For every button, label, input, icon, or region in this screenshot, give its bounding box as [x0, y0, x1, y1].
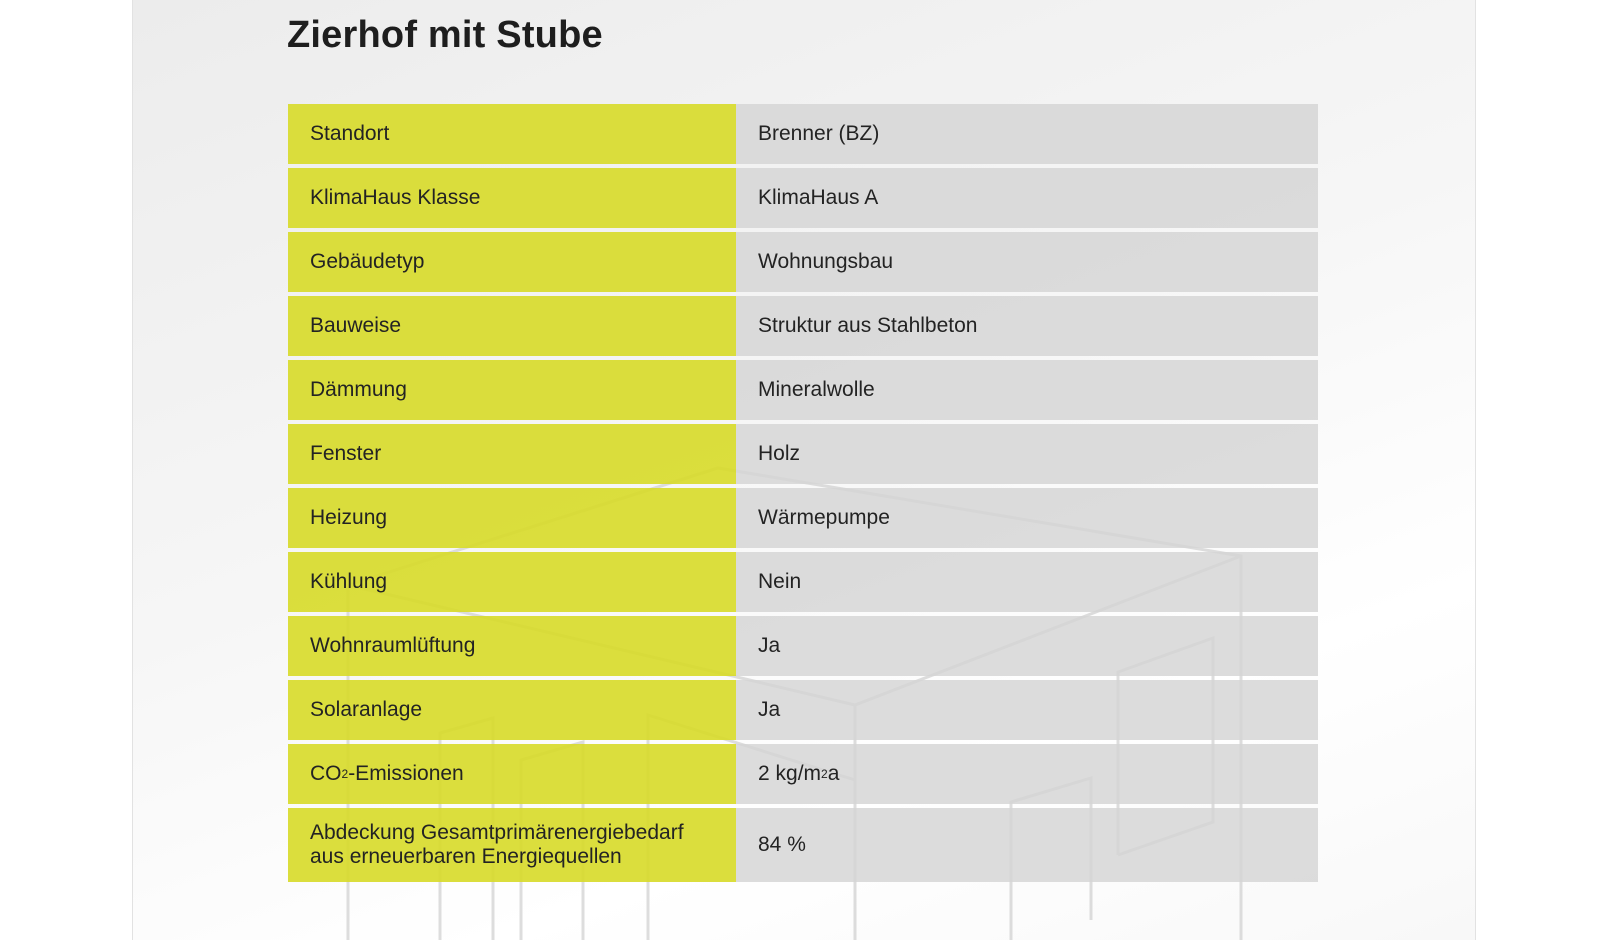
- table-row: CO 2 -Emissionen 2 kg/m 2 a: [288, 744, 1318, 804]
- page: Zierhof mit Stube Standort Brenner (BZ) …: [132, 0, 1476, 940]
- info-table: Standort Brenner (BZ) KlimaHaus Klasse K…: [288, 104, 1318, 886]
- label-suffix: -Emissionen: [348, 762, 464, 785]
- table-row: Standort Brenner (BZ): [288, 104, 1318, 164]
- row-value: Brenner (BZ): [736, 104, 1318, 164]
- row-label: Solaranlage: [288, 680, 736, 740]
- row-value-co2: 2 kg/m 2 a: [736, 744, 1318, 804]
- row-label: Bauweise: [288, 296, 736, 356]
- row-value: Ja: [736, 616, 1318, 676]
- table-row: Dämmung Mineralwolle: [288, 360, 1318, 420]
- row-label: Abdeckung Gesamtprimärenergiebedarf aus …: [288, 808, 736, 882]
- row-value: Struktur aus Stahlbeton: [736, 296, 1318, 356]
- row-label: Kühlung: [288, 552, 736, 612]
- table-row: Heizung Wärmepumpe: [288, 488, 1318, 548]
- row-value: Nein: [736, 552, 1318, 612]
- row-label: Wohnraumlüftung: [288, 616, 736, 676]
- table-row: Wohnraumlüftung Ja: [288, 616, 1318, 676]
- row-value: Mineralwolle: [736, 360, 1318, 420]
- row-label: Standort: [288, 104, 736, 164]
- table-row: Solaranlage Ja: [288, 680, 1318, 740]
- label-subscript: 2: [341, 767, 349, 781]
- table-row: Bauweise Struktur aus Stahlbeton: [288, 296, 1318, 356]
- row-value: Wohnungsbau: [736, 232, 1318, 292]
- table-row: Gebäudetyp Wohnungsbau: [288, 232, 1318, 292]
- row-value: Ja: [736, 680, 1318, 740]
- row-label-co2: CO 2 -Emissionen: [288, 744, 736, 804]
- row-label: KlimaHaus Klasse: [288, 168, 736, 228]
- row-label: Gebäudetyp: [288, 232, 736, 292]
- table-row: KlimaHaus Klasse KlimaHaus A: [288, 168, 1318, 228]
- row-value: Holz: [736, 424, 1318, 484]
- page-title: Zierhof mit Stube: [287, 14, 603, 56]
- row-value: Wärmepumpe: [736, 488, 1318, 548]
- table-row: Abdeckung Gesamtprimärenergiebedarf aus …: [288, 808, 1318, 882]
- row-label: Fenster: [288, 424, 736, 484]
- value-suffix: a: [827, 762, 840, 785]
- value-superscript: 2: [821, 767, 828, 781]
- row-label: Heizung: [288, 488, 736, 548]
- row-value: 84 %: [736, 808, 1318, 882]
- table-row: Kühlung Nein: [288, 552, 1318, 612]
- label-prefix: CO: [310, 762, 342, 785]
- row-label: Dämmung: [288, 360, 736, 420]
- value-prefix: 2 kg/m: [758, 762, 822, 785]
- table-row: Fenster Holz: [288, 424, 1318, 484]
- row-value: KlimaHaus A: [736, 168, 1318, 228]
